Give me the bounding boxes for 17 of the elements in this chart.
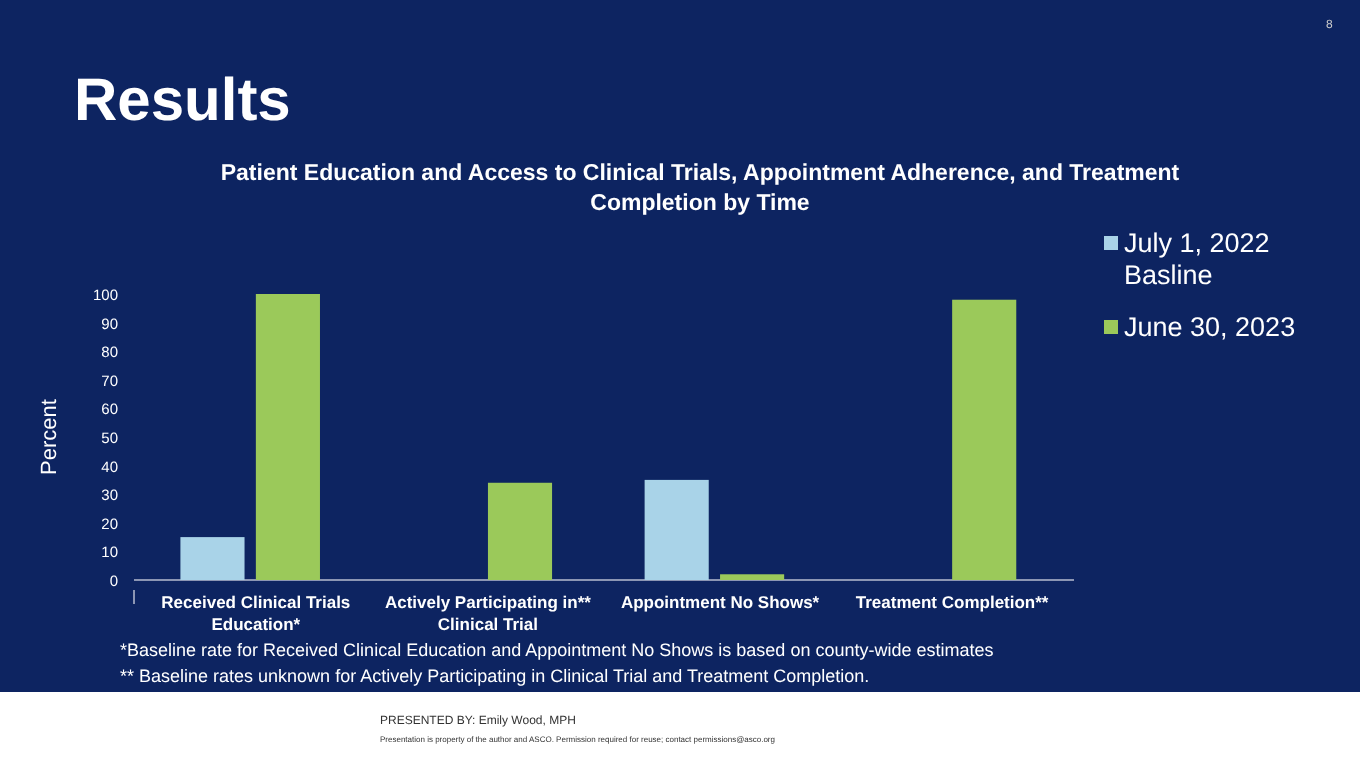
legend-label: July 1, 2022 Basline xyxy=(1124,228,1270,290)
bar xyxy=(720,574,785,580)
x-tick-label: Actively Participating in** Clinical Trial xyxy=(384,592,593,634)
bar xyxy=(487,482,553,580)
text: ** Baseline rates unknown for Actively Participating in Clinical Trial and Treatment Completion. xyxy=(120,666,870,686)
bar xyxy=(644,479,709,580)
y-axis-title: Percent xyxy=(38,399,62,475)
x-tick-label: Treatment Completion** xyxy=(855,592,1050,612)
x-tick-label: Received Clinical Trials Education* xyxy=(161,592,351,634)
bar xyxy=(952,299,1017,580)
chart-title: Results xyxy=(74,68,291,134)
bar xyxy=(180,537,245,580)
legend-label: June 30, 2023 xyxy=(1124,312,1296,342)
bar xyxy=(255,294,320,580)
chart-subtitle: Patient Education and Access to Clinical Trials, Appointment Adherence, and Treatment Completion by Time xyxy=(220,162,1180,216)
text: *Baseline rate for Received Clinical Education and Appointment No Shows is based on county-wide estimates xyxy=(120,640,995,660)
x-tick-label: Appointment No Shows* xyxy=(620,592,821,612)
